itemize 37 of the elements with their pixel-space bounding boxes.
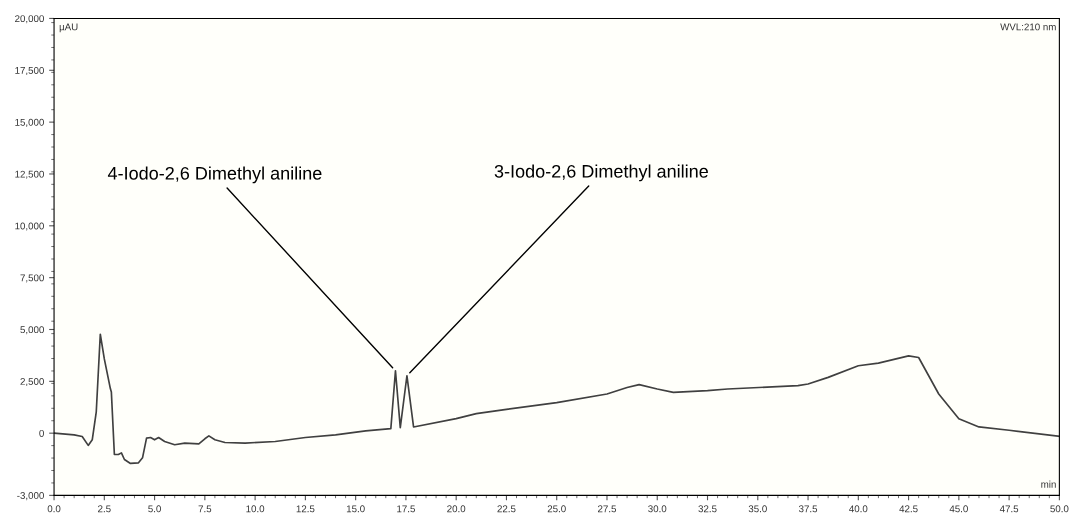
- y-tick-label: -3,000: [17, 492, 44, 501]
- y-tick-label: 12,500: [15, 170, 44, 179]
- x-tick-label: 35.0: [748, 505, 767, 513]
- x-tick-label: 45.0: [949, 505, 968, 513]
- y-tick-label: 0: [39, 429, 44, 437]
- y-tick-label: 2,500: [20, 378, 44, 387]
- x-tick-label: 7.5: [198, 505, 212, 513]
- y-tick-label: 20,000: [15, 15, 44, 24]
- x-tick-label: 17.5: [397, 505, 415, 513]
- x-tick-label: 10.0: [246, 505, 265, 513]
- x-tick-label: 40.0: [849, 505, 868, 513]
- x-tick-label: 0.0: [47, 505, 61, 513]
- x-axis-title: min: [1041, 480, 1056, 488]
- y-tick-label: 15,000: [15, 118, 44, 127]
- x-tick-label: 27.5: [598, 505, 617, 513]
- x-tick-label: 50.0: [1050, 505, 1069, 513]
- x-tick-label: 5.0: [148, 505, 161, 513]
- x-tick-label: 32.5: [698, 505, 717, 513]
- x-tick-label: 25.0: [547, 505, 566, 513]
- y-tick-label: 7,500: [20, 274, 44, 283]
- y-tick-label: 17,500: [15, 67, 44, 76]
- annotation: 3-Iodo-2,6 Dimethyl aniline: [494, 164, 708, 182]
- x-tick-label: 37.5: [798, 505, 818, 513]
- annotation: WVL:210 nm: [1000, 23, 1056, 31]
- x-tick-label: 42.5: [899, 505, 918, 513]
- x-tick-label: 22.5: [497, 505, 516, 513]
- x-tick-label: 2.5: [98, 505, 111, 513]
- line-series: [54, 333, 1060, 465]
- y-tick-label: 5,000: [20, 326, 44, 335]
- y-tick-label: 10,000: [15, 222, 44, 231]
- x-tick-label: 30.0: [648, 505, 667, 513]
- annotation: 4-Iodo-2,6 Dimethyl aniline: [107, 166, 322, 184]
- y-axis-title: µAU: [59, 23, 78, 33]
- x-tick-label: 20.0: [447, 505, 466, 513]
- x-tick-label: 47.5: [999, 505, 1019, 513]
- x-tick-label: 12.5: [296, 505, 315, 513]
- x-tick-label: 15.0: [346, 505, 365, 513]
